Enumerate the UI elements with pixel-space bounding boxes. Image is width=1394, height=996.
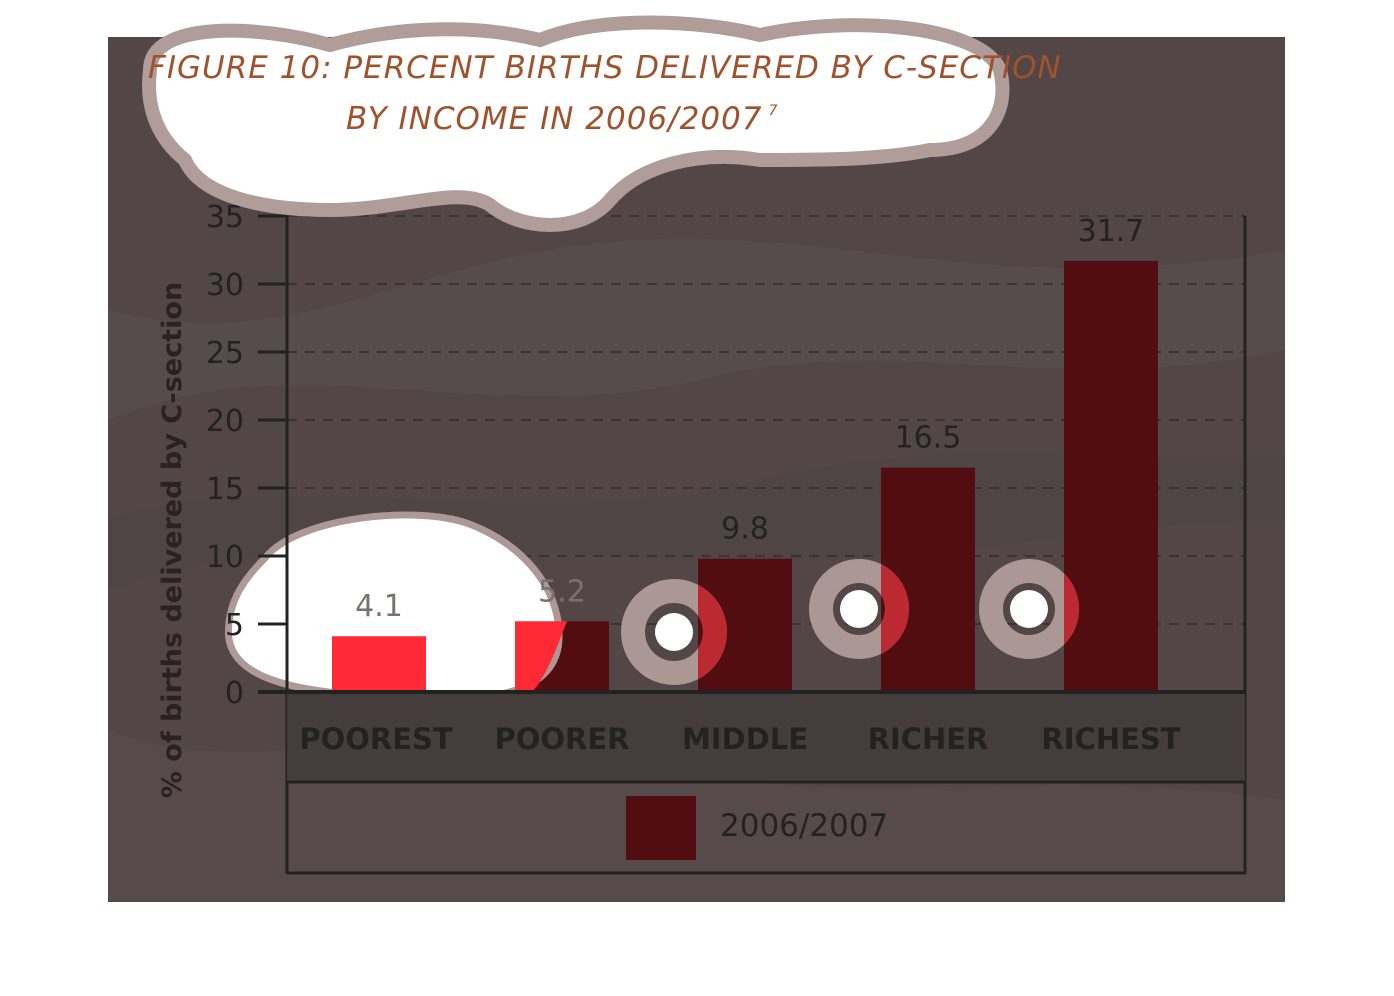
value-label-poorer: 5.2 [538, 574, 586, 609]
legend-swatch [626, 796, 696, 860]
y-tick-label-35: 35 [206, 200, 244, 235]
ring-marker-middle-richer [809, 559, 909, 659]
axes [258, 216, 1247, 875]
ring-markers [621, 559, 1079, 685]
category-label-poorest: POOREST [299, 722, 453, 756]
chart-title-line-2: BY INCOME IN 2006/2007 7 [346, 101, 778, 137]
value-label-richest: 31.7 [1078, 214, 1145, 249]
bar-richest [1064, 260, 1158, 692]
y-ticks: 0 5 10 15 20 25 30 35 [206, 200, 287, 711]
bar-highlight-poorest [332, 636, 426, 692]
y-tick-label-5: 5 [225, 608, 244, 643]
y-tick-label-20: 20 [206, 404, 244, 439]
category-label-richest: RICHEST [1041, 722, 1180, 756]
y-tick-label-15: 15 [206, 472, 244, 507]
value-label-middle: 9.8 [721, 512, 769, 547]
y-tick-label-25: 25 [206, 336, 244, 371]
category-labels: POOREST POORER MIDDLE RICHER RICHEST [299, 722, 1180, 756]
chart-title-footnote: 7 [768, 103, 779, 119]
legend: 2006/2007 [626, 796, 888, 860]
category-label-richer: RICHER [868, 722, 989, 756]
y-tick-label-10: 10 [206, 540, 244, 575]
value-labels: 4.1 5.2 9.8 16.5 31.7 [355, 214, 1144, 624]
chart-title-line-2-text: BY INCOME IN 2006/2007 [346, 101, 763, 137]
highlight-blob-poorest [224, 511, 563, 703]
category-band [287, 692, 1245, 782]
value-label-richer: 16.5 [895, 421, 962, 456]
highlighted-bars [332, 621, 567, 692]
value-label-poorest: 4.1 [355, 589, 403, 624]
legend-label: 2006/2007 [720, 808, 888, 844]
title-cloud [142, 15, 1010, 232]
y-tick-label-0: 0 [225, 676, 244, 711]
ring-marker-poorer-middle [621, 579, 727, 685]
category-label-middle: MIDDLE [682, 722, 808, 756]
category-label-poorer: POORER [494, 722, 629, 756]
y-axis-label: % of births delivered by C-section [157, 282, 188, 798]
y-tick-label-30: 30 [206, 268, 244, 303]
ring-marker-richer-richest [979, 559, 1079, 659]
chart-title-line-1: FIGURE 10: PERCENT BIRTHS DELIVERED BY C… [148, 50, 1062, 86]
bar-highlight-poorer [515, 621, 567, 692]
